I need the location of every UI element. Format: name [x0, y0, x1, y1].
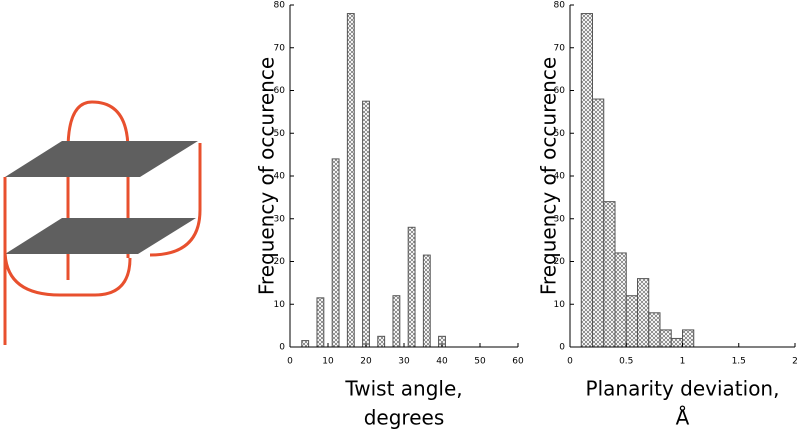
x-tick-label: 60	[512, 357, 524, 367]
loop	[66, 100, 130, 280]
y-tick-label: 30	[554, 214, 566, 224]
x-tick-label: 40	[436, 357, 448, 367]
x-axis-title: Å	[676, 406, 690, 430]
bar	[301, 340, 310, 348]
bar	[362, 100, 370, 348]
x-tick-label: 0	[567, 357, 573, 367]
bar	[377, 335, 386, 348]
bar	[392, 295, 401, 348]
y-tick-label: 10	[274, 300, 286, 310]
bar	[580, 13, 593, 348]
y-tick-label: 80	[274, 1, 286, 11]
x-tick-label: 1	[680, 357, 686, 367]
y-tick-label: 40	[554, 172, 566, 182]
y-tick-label: 40	[274, 172, 286, 182]
quadruplex-diagram	[3, 100, 202, 345]
bar	[407, 226, 416, 348]
y-axis-title: Frequency of occurence	[255, 57, 279, 295]
bar	[637, 278, 650, 348]
y-tick-label: 60	[274, 86, 286, 96]
y-tick-label: 80	[554, 1, 566, 11]
x-tick-label: 10	[322, 357, 334, 367]
x-tick-label: 0	[287, 357, 293, 367]
tetrad-plane	[5, 218, 196, 254]
loop	[149, 143, 202, 257]
y-tick-label: 50	[554, 129, 566, 139]
y-tick-label: 70	[554, 43, 566, 53]
bar	[648, 312, 661, 348]
x-tick-label: 0.5	[619, 357, 633, 367]
bar	[592, 98, 605, 348]
y-tick-label: 30	[274, 214, 286, 224]
bar	[659, 329, 672, 348]
x-tick-label: 50	[474, 357, 486, 367]
y-tick-label: 70	[274, 43, 286, 53]
x-tick-label: 1.5	[732, 357, 746, 367]
tetrad-plane	[5, 141, 198, 177]
loop	[3, 249, 132, 345]
y-tick-label: 0	[559, 343, 565, 353]
x-tick-label: 30	[398, 357, 410, 367]
bar	[422, 254, 431, 348]
y-tick-label: 20	[274, 257, 286, 267]
x-tick-label: 2	[792, 357, 797, 367]
bar	[316, 297, 325, 348]
y-tick-label: 50	[274, 129, 286, 139]
bar	[682, 329, 695, 348]
x-axis-title: Twist angle,	[344, 377, 462, 401]
y-axis-title: Frequency of occurence	[537, 57, 561, 295]
bar	[625, 295, 638, 348]
x-axis-title: Planarity deviation,	[586, 377, 780, 401]
y-tick-label: 0	[279, 343, 285, 353]
bar	[346, 13, 355, 348]
bar	[331, 158, 340, 348]
bar	[603, 201, 616, 348]
x-axis-title: degrees	[364, 406, 445, 430]
x-tick-label: 20	[360, 357, 372, 367]
y-tick-label: 20	[554, 257, 566, 267]
bar	[614, 252, 627, 348]
y-tick-label: 60	[554, 86, 566, 96]
y-tick-label: 10	[554, 300, 566, 310]
bar	[670, 337, 683, 348]
